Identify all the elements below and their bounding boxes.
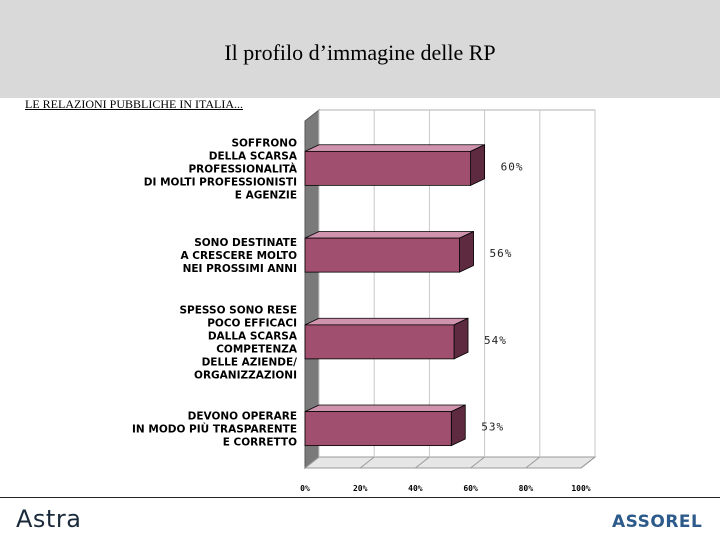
bar-side: [459, 230, 474, 273]
category-label-line: DALLA SCARSA: [208, 330, 298, 342]
category-label-line: DELLE AZIENDE/: [202, 356, 298, 368]
floor-gridline: [525, 456, 541, 469]
category-label-line: COMPETENZA: [216, 343, 298, 355]
category-label-line: NEI PROSSIMI ANNI: [183, 263, 297, 275]
floor-gridline: [359, 456, 375, 469]
bar-top: [304, 404, 466, 413]
x-tick-label: 80%: [519, 484, 534, 493]
category-label: SONO DESTINATE A CRESCERE MOLTO NEI PROSSI…: [180, 237, 297, 275]
x-tick-label: 100%: [571, 484, 590, 493]
x-tick-label: 40%: [408, 484, 423, 493]
category-label-line: IN MODO PIÙ TRASPARENTE: [132, 423, 297, 436]
bar-side: [470, 144, 486, 187]
x-tick-label: 60%: [463, 484, 478, 493]
bar-top: [304, 231, 474, 239]
bar: [304, 411, 452, 447]
floor-gridline: [580, 456, 596, 469]
category-label-line: ORGANIZZAZIONI: [194, 369, 297, 381]
category-label-line: E CORRETTO: [223, 437, 297, 449]
category-label: DEVONO OPERARE IN MODO PIÙ TRASPARENTE E C…: [132, 411, 297, 449]
bar: [304, 150, 472, 186]
chart-floor: [303, 456, 597, 469]
category-label: SOFFRONO DELLA SCARSA PROFESSIONALITÀ DI MO…: [144, 137, 298, 201]
floor-gridline: [304, 456, 320, 469]
category-label-line: PROFESSIONALITÀ: [188, 162, 297, 175]
bar-top: [304, 317, 469, 326]
bar-side: [450, 404, 466, 447]
category-label-line: SONO DESTINATE: [194, 237, 297, 249]
category-label: SPESSO SONO RESE POCO EFFICACI DALLA SCARS…: [179, 304, 297, 381]
category-label-line: E AGENZIE: [235, 189, 297, 201]
bar-value-label: 54%: [484, 334, 507, 347]
astra-logo: Astra: [16, 505, 82, 533]
bar-value-label: 56%: [490, 247, 513, 260]
assorel-logo: ASSOREL: [612, 512, 703, 532]
x-tick-label: 20%: [353, 484, 368, 493]
page-title: Il profilo d’immagine delle RP: [224, 40, 496, 65]
category-label-line: DEVONO OPERARE: [188, 411, 297, 423]
bar-value-label: 60%: [501, 160, 524, 173]
bar-chart: 0% 20% 40% 60% 80% 100% 60% SOFFRONO DELLA SCARS…: [132, 108, 597, 493]
bar-value-label: 53%: [481, 421, 504, 434]
floor-gridline: [470, 456, 485, 469]
floor-gridline: [415, 456, 430, 469]
bar: [304, 324, 455, 360]
category-label-line: POCO EFFICACI: [207, 317, 297, 329]
bar-side: [453, 317, 469, 360]
bar: [304, 237, 460, 273]
category-label-line: DELLA SCARSA: [209, 150, 298, 162]
footer-divider: [0, 497, 720, 498]
header-band: [0, 0, 720, 98]
category-label-line: A CRESCERE MOLTO: [180, 250, 297, 262]
section-subtitle: LE RELAZIONI PUBBLICHE IN ITALIA...: [25, 97, 244, 111]
x-tick-label: 0%: [300, 484, 310, 493]
category-label-line: DI MOLTI PROFESSIONISTI: [144, 176, 297, 188]
bar-top: [304, 144, 485, 152]
category-label-line: SPESSO SONO RESE: [179, 304, 297, 316]
category-label-line: SOFFRONO: [231, 137, 297, 149]
